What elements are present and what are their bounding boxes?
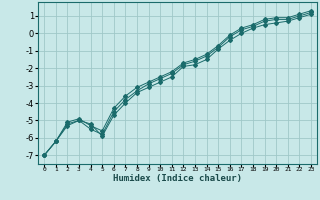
X-axis label: Humidex (Indice chaleur): Humidex (Indice chaleur) bbox=[113, 174, 242, 183]
